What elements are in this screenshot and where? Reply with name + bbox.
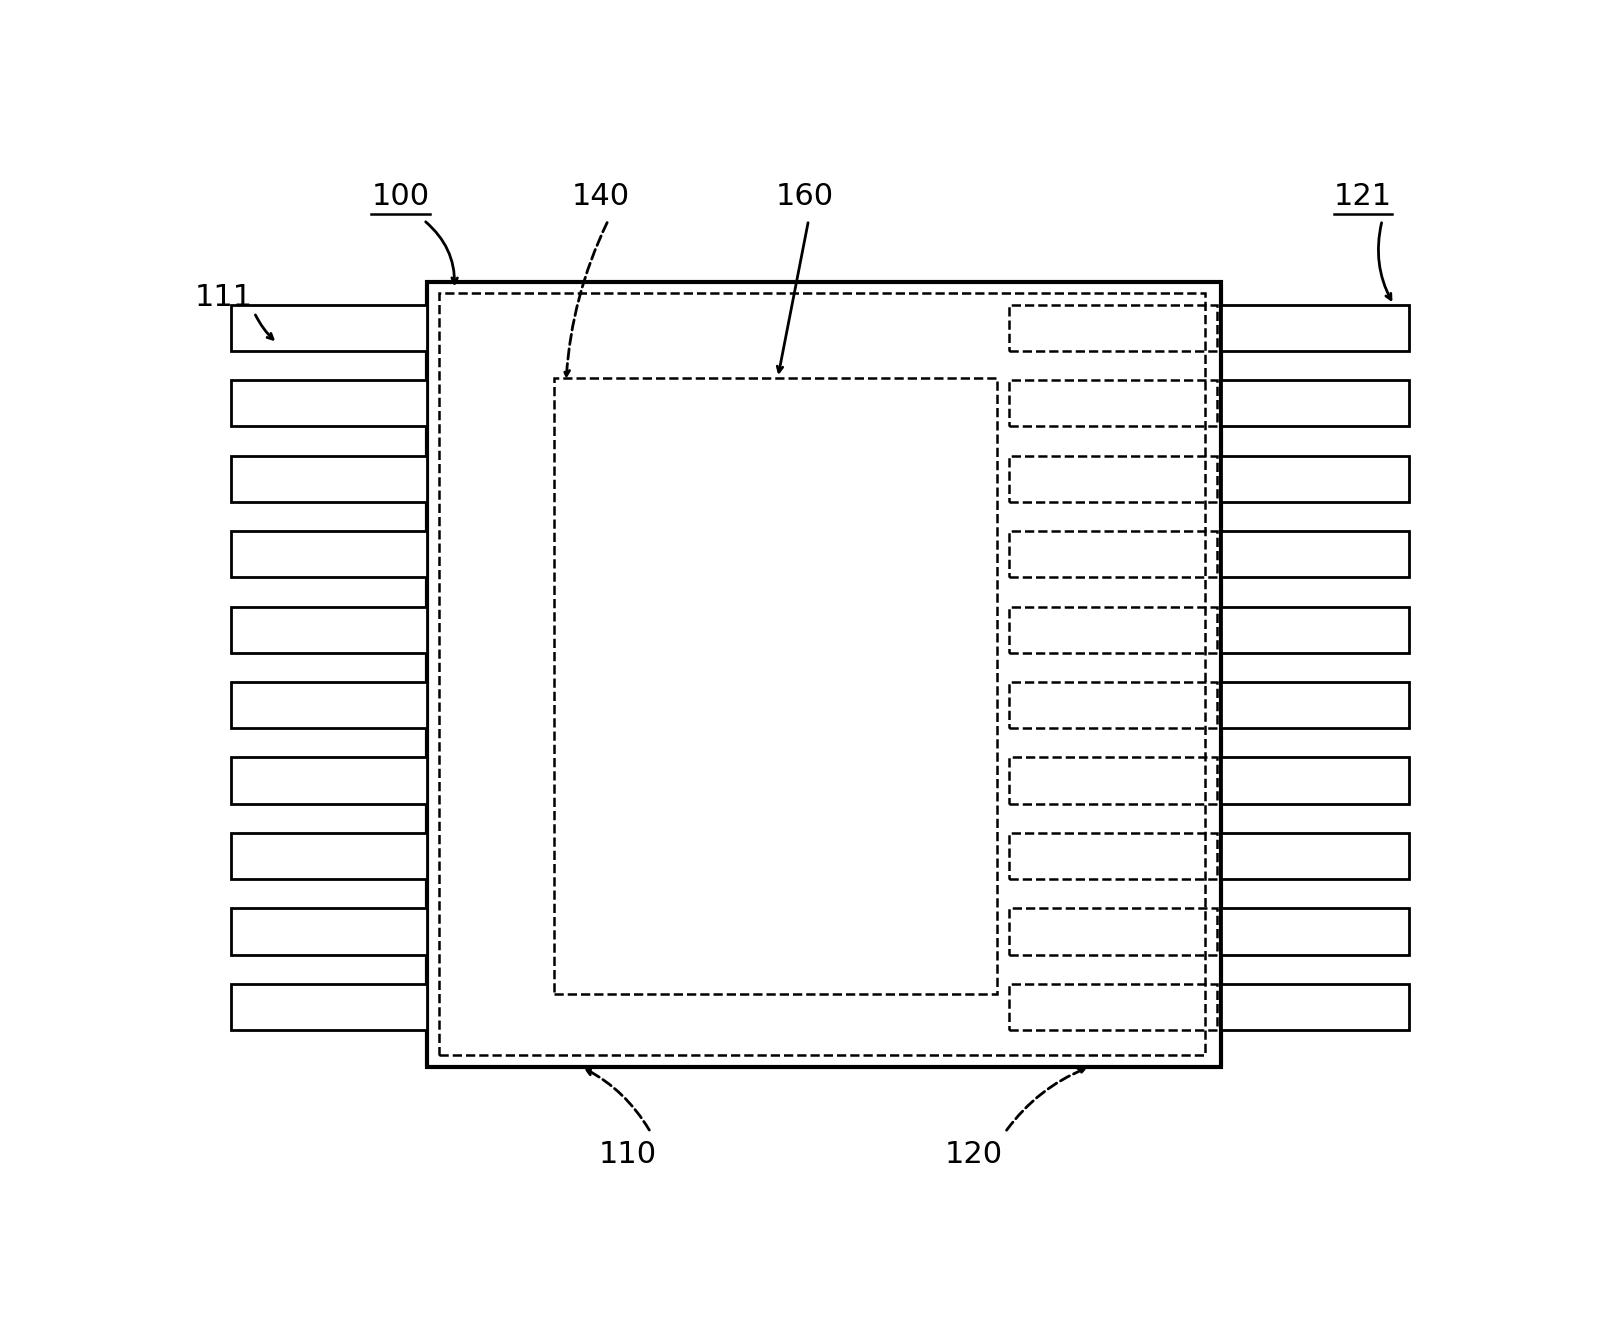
Bar [1220, 531, 1409, 577]
Text: 160: 160 [775, 183, 834, 212]
Bar [1009, 682, 1217, 728]
Bar [1220, 908, 1409, 954]
Text: 140: 140 [572, 183, 629, 212]
Bar [1009, 305, 1217, 351]
Bar [1220, 833, 1409, 880]
Bar [1220, 984, 1409, 1030]
Bar [1009, 984, 1217, 1030]
Bar [1220, 305, 1409, 351]
Bar [231, 984, 427, 1030]
Bar [231, 305, 427, 351]
Bar [231, 607, 427, 653]
Bar [1009, 531, 1217, 577]
Bar [1009, 607, 1217, 653]
Bar [1009, 757, 1217, 804]
Bar [554, 377, 997, 994]
Bar [1009, 456, 1217, 501]
Bar [1220, 682, 1409, 728]
Bar [231, 456, 427, 501]
Bar [231, 682, 427, 728]
Text: 120: 120 [945, 1140, 1004, 1169]
Text: 110: 110 [599, 1140, 656, 1169]
Bar [1009, 833, 1217, 880]
Bar [427, 281, 1220, 1066]
Bar [1009, 908, 1217, 954]
Text: 100: 100 [371, 183, 429, 212]
Bar [1220, 456, 1409, 501]
Bar [1220, 380, 1409, 427]
Bar [231, 833, 427, 880]
Text: 111: 111 [194, 283, 253, 312]
Bar [231, 757, 427, 804]
Bar [231, 908, 427, 954]
Bar [1220, 757, 1409, 804]
Bar [231, 380, 427, 427]
Bar [231, 531, 427, 577]
Bar [439, 293, 1206, 1056]
Bar [1220, 607, 1409, 653]
Bar [1009, 380, 1217, 427]
Text: 121: 121 [1334, 183, 1391, 212]
